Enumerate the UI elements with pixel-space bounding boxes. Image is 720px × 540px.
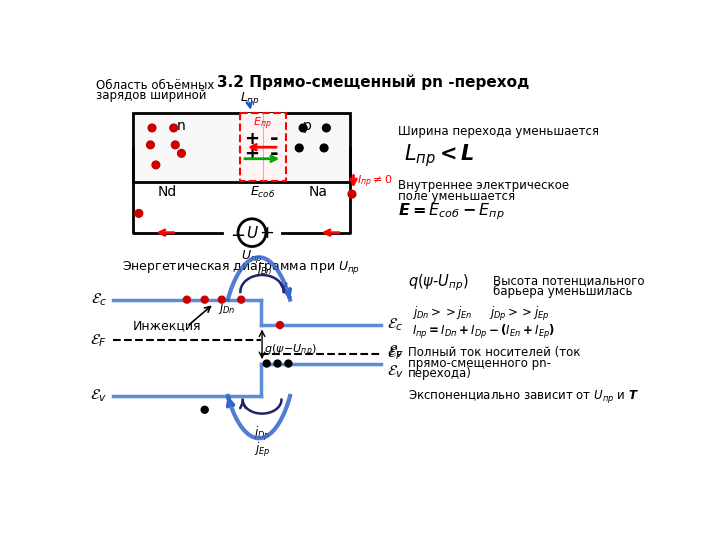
Circle shape: [276, 322, 284, 328]
Text: Энергетическая диаграмма при $\boldsymbol{U_{пр}}$: Энергетическая диаграмма при $\boldsymbo…: [122, 259, 360, 276]
Text: Ширина перехода уменьшается: Ширина перехода уменьшается: [398, 125, 600, 138]
Bar: [240, 113, 286, 181]
Circle shape: [285, 360, 292, 367]
Text: $\boldsymbol{L_{пр}<L}$: $\boldsymbol{L_{пр}<L}$: [404, 142, 474, 168]
Text: Na: Na: [309, 185, 328, 199]
Text: Область объёмных: Область объёмных: [96, 79, 215, 92]
Text: Полный ток носителей (ток: Полный ток носителей (ток: [408, 346, 580, 359]
Text: $E_{пр}$: $E_{пр}$: [253, 116, 272, 132]
Text: $q(\psi\!-\!U_{пр})$: $q(\psi\!-\!U_{пр})$: [264, 342, 317, 359]
Circle shape: [135, 210, 143, 217]
Text: +: +: [243, 145, 258, 163]
Text: 3.2 Прямо-смещенный pn -переход: 3.2 Прямо-смещенный pn -переход: [217, 74, 529, 90]
Text: $j_{Dn}>>j_{En}$     $j_{Dp}>>j_{Ep}$: $j_{Dn}>>j_{En}$ $j_{Dp}>>j_{Ep}$: [412, 305, 549, 323]
Text: Инжекция: Инжекция: [132, 319, 201, 332]
Text: поле уменьшается: поле уменьшается: [398, 190, 516, 202]
Text: прямо-смещенного рn-: прямо-смещенного рn-: [408, 356, 551, 369]
Circle shape: [264, 360, 270, 367]
Text: $U$: $U$: [246, 225, 258, 241]
Text: -: -: [270, 129, 279, 148]
Circle shape: [348, 190, 356, 198]
Text: +: +: [243, 130, 258, 148]
Text: Nd: Nd: [158, 185, 177, 199]
Circle shape: [147, 141, 154, 148]
Text: +: +: [259, 225, 274, 242]
Text: $j_{Ep}$: $j_{Ep}$: [253, 441, 271, 458]
Circle shape: [184, 296, 190, 303]
Circle shape: [274, 360, 281, 367]
Circle shape: [201, 296, 208, 303]
Text: $j_{Dp}$: $j_{Dp}$: [253, 425, 271, 443]
Text: Экспоненциально зависит от $\boldsymbol{U_{пр}}$ и $\boldsymbol{T}$: Экспоненциально зависит от $\boldsymbol{…: [408, 388, 639, 405]
Text: $\mathcal{E}_F$: $\mathcal{E}_F$: [90, 332, 107, 349]
Circle shape: [238, 296, 245, 303]
Text: $\mathcal{E}_v$: $\mathcal{E}_v$: [387, 343, 404, 360]
Circle shape: [295, 144, 303, 152]
Text: зарядов шириной: зарядов шириной: [96, 90, 207, 103]
Text: $\mathcal{E}_c$: $\mathcal{E}_c$: [387, 316, 403, 333]
Circle shape: [300, 124, 307, 132]
Text: p: p: [302, 119, 312, 133]
Text: n: n: [177, 119, 186, 133]
Text: -: -: [270, 144, 279, 164]
Circle shape: [323, 124, 330, 132]
Circle shape: [170, 124, 178, 132]
Text: $\mathit{I_{пр}\neq0}$: $\mathit{I_{пр}\neq0}$: [356, 174, 392, 190]
Circle shape: [201, 406, 208, 413]
Text: $\mathcal{E}_c$: $\mathcal{E}_c$: [91, 291, 107, 308]
Text: $j_{Dn}$: $j_{Dn}$: [218, 299, 235, 316]
Text: барьера уменьшилась: барьера уменьшилась: [493, 285, 632, 298]
Text: $U_{пр}$: $U_{пр}$: [241, 248, 263, 265]
Text: $\boldsymbol{L_{пр}}$: $\boldsymbol{L_{пр}}$: [240, 90, 259, 107]
Circle shape: [152, 161, 160, 169]
Text: Внутреннее электрическое: Внутреннее электрическое: [398, 179, 570, 192]
Text: $\boldsymbol{I_{пр}=I_{Dп}+I_{Dp}-(I_{En}+I_{Ep})}$: $\boldsymbol{I_{пр}=I_{Dп}+I_{Dp}-(I_{En…: [412, 323, 555, 341]
Text: $\mathcal{E}_v$: $\mathcal{E}_v$: [387, 363, 404, 380]
Circle shape: [218, 296, 225, 303]
Bar: [132, 112, 350, 182]
Circle shape: [320, 144, 328, 152]
Circle shape: [171, 141, 179, 148]
Circle shape: [148, 124, 156, 132]
Text: перехода): перехода): [408, 367, 472, 380]
Text: Высота потенциального: Высота потенциального: [493, 274, 644, 287]
Text: $E_{соб}$: $E_{соб}$: [251, 185, 276, 200]
Text: −: −: [230, 227, 246, 245]
Text: $j_{En}$: $j_{En}$: [256, 260, 273, 276]
Text: $\mathcal{E}_F$: $\mathcal{E}_F$: [387, 345, 404, 362]
Text: $q(\psi\text{-}U_{пр})$: $q(\psi\text{-}U_{пр})$: [408, 273, 469, 293]
Text: $\boldsymbol{E =E_{соб}-E_{пр}}$: $\boldsymbol{E =E_{соб}-E_{пр}}$: [398, 201, 505, 222]
Text: $\mathcal{E}_v$: $\mathcal{E}_v$: [90, 388, 107, 404]
Circle shape: [178, 150, 185, 157]
